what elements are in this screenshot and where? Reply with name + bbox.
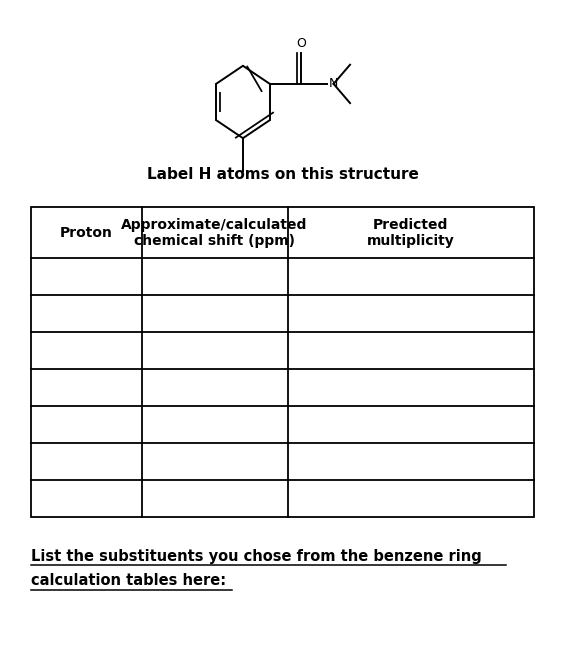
- Text: O: O: [296, 38, 306, 51]
- Text: Predicted
multiplicity: Predicted multiplicity: [367, 218, 455, 248]
- Text: N: N: [329, 78, 338, 90]
- Text: Approximate/calculated
chemical shift (ppm): Approximate/calculated chemical shift (p…: [121, 218, 308, 248]
- Text: Label H atoms on this structure: Label H atoms on this structure: [146, 167, 419, 182]
- Text: Proton: Proton: [60, 226, 113, 240]
- Text: calculation tables here:: calculation tables here:: [31, 573, 226, 588]
- Text: List the substituents you chose from the benzene ring: List the substituents you chose from the…: [31, 549, 482, 563]
- Bar: [31, 207, 534, 517]
